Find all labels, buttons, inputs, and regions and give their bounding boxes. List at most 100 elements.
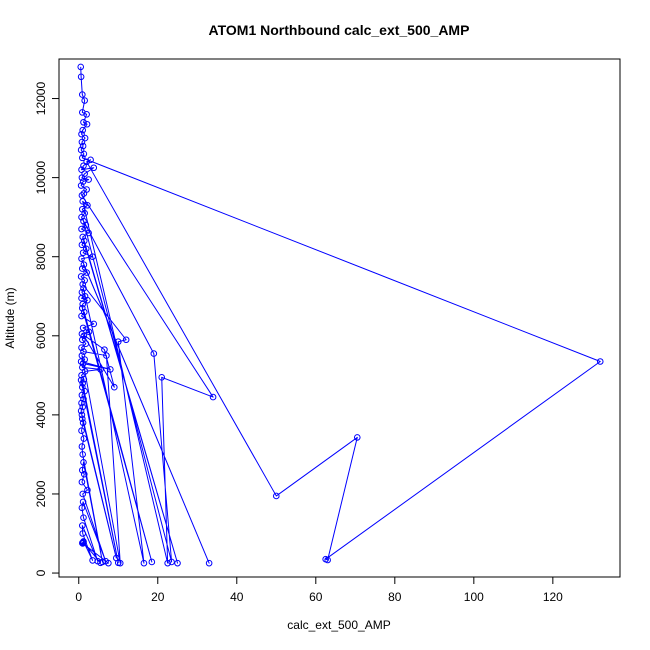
data-point [78, 399, 85, 407]
data-point [83, 158, 90, 166]
data-point [79, 419, 87, 427]
data-point [80, 285, 87, 292]
chart-title: ATOM1 Northbound calc_ext_500_AMP [209, 22, 470, 38]
data-point [78, 478, 86, 486]
data-point [80, 514, 87, 521]
data-point [79, 498, 87, 506]
data-point [77, 73, 85, 81]
data-point [164, 559, 171, 567]
data-point [79, 154, 86, 162]
data-point [97, 559, 104, 567]
data-point [79, 324, 87, 332]
data-point [79, 126, 87, 134]
x-tick-label: 40 [230, 590, 244, 604]
data-point [78, 312, 85, 320]
x-tick-label: 80 [388, 590, 402, 604]
data-point [81, 134, 89, 142]
data-point [79, 91, 86, 98]
data-point [82, 340, 90, 348]
data-point [81, 368, 89, 375]
data-point [78, 294, 85, 302]
data-point [77, 358, 85, 365]
data-point [78, 411, 86, 419]
data-point [148, 558, 156, 566]
data-point [87, 156, 94, 164]
data-point [79, 142, 87, 150]
y-tick-label: 12000 [34, 82, 48, 116]
data-point [83, 111, 90, 118]
x-tick-label: 20 [151, 590, 165, 604]
data-point [353, 434, 361, 441]
data-point [80, 190, 88, 197]
data-point [81, 209, 88, 217]
data-point [80, 395, 87, 403]
data-point [82, 221, 90, 229]
y-tick-label: 6000 [34, 322, 48, 349]
data-point [78, 213, 85, 221]
data-point [78, 241, 86, 249]
data-point [82, 245, 90, 253]
data-point [78, 225, 85, 233]
data-point [81, 277, 88, 284]
data-point [205, 559, 213, 567]
data-point [78, 391, 86, 399]
data-point [78, 427, 85, 434]
y-tick-label: 10000 [34, 161, 48, 195]
data-point [79, 522, 86, 529]
data-point [90, 320, 98, 328]
data-point [80, 348, 87, 355]
data-point [84, 486, 91, 494]
data-point [81, 97, 88, 104]
data-point [79, 265, 86, 272]
data-point [85, 176, 92, 183]
data-point [150, 350, 158, 357]
x-tick-label: 100 [464, 590, 484, 604]
y-tick-label: 8000 [34, 243, 48, 270]
data-point [85, 328, 93, 336]
data-point [105, 559, 112, 567]
data-point [90, 164, 98, 172]
data-point [158, 374, 166, 381]
data-point [79, 304, 86, 312]
data-point [168, 558, 175, 566]
data-point [79, 336, 86, 344]
data-point [79, 415, 86, 423]
data-point [81, 356, 88, 363]
data-point [78, 130, 85, 138]
data-point [79, 300, 87, 308]
data-point [174, 559, 181, 567]
data-point [103, 352, 110, 359]
data-point [79, 451, 87, 458]
x-axis: 0 20 40 60 80 100 120 [75, 576, 563, 604]
series-layer [77, 63, 604, 567]
data-point [77, 182, 85, 189]
data-point [80, 375, 88, 383]
x-tick-label: 120 [543, 590, 563, 604]
data-point [79, 178, 87, 185]
data-point [79, 360, 87, 367]
data-point [80, 118, 87, 126]
data-point [79, 198, 87, 205]
data-point [78, 344, 85, 351]
x-tick-label: 0 [75, 590, 82, 604]
data-point [78, 443, 86, 450]
data-point [114, 338, 122, 346]
data-point [79, 466, 86, 474]
y-tick-label: 0 [34, 569, 48, 576]
data-point [80, 162, 87, 170]
y-tick-label: 4000 [34, 401, 48, 428]
data-point [80, 150, 88, 158]
data-point [78, 174, 86, 181]
data-point [272, 492, 280, 500]
data-point [89, 253, 96, 261]
data-point [89, 557, 96, 564]
data-point [79, 281, 87, 288]
data-point [324, 556, 331, 564]
data-point [80, 261, 88, 268]
data-point [140, 559, 148, 567]
data-point [78, 504, 86, 512]
data-point [209, 393, 217, 401]
data-point [77, 273, 85, 280]
